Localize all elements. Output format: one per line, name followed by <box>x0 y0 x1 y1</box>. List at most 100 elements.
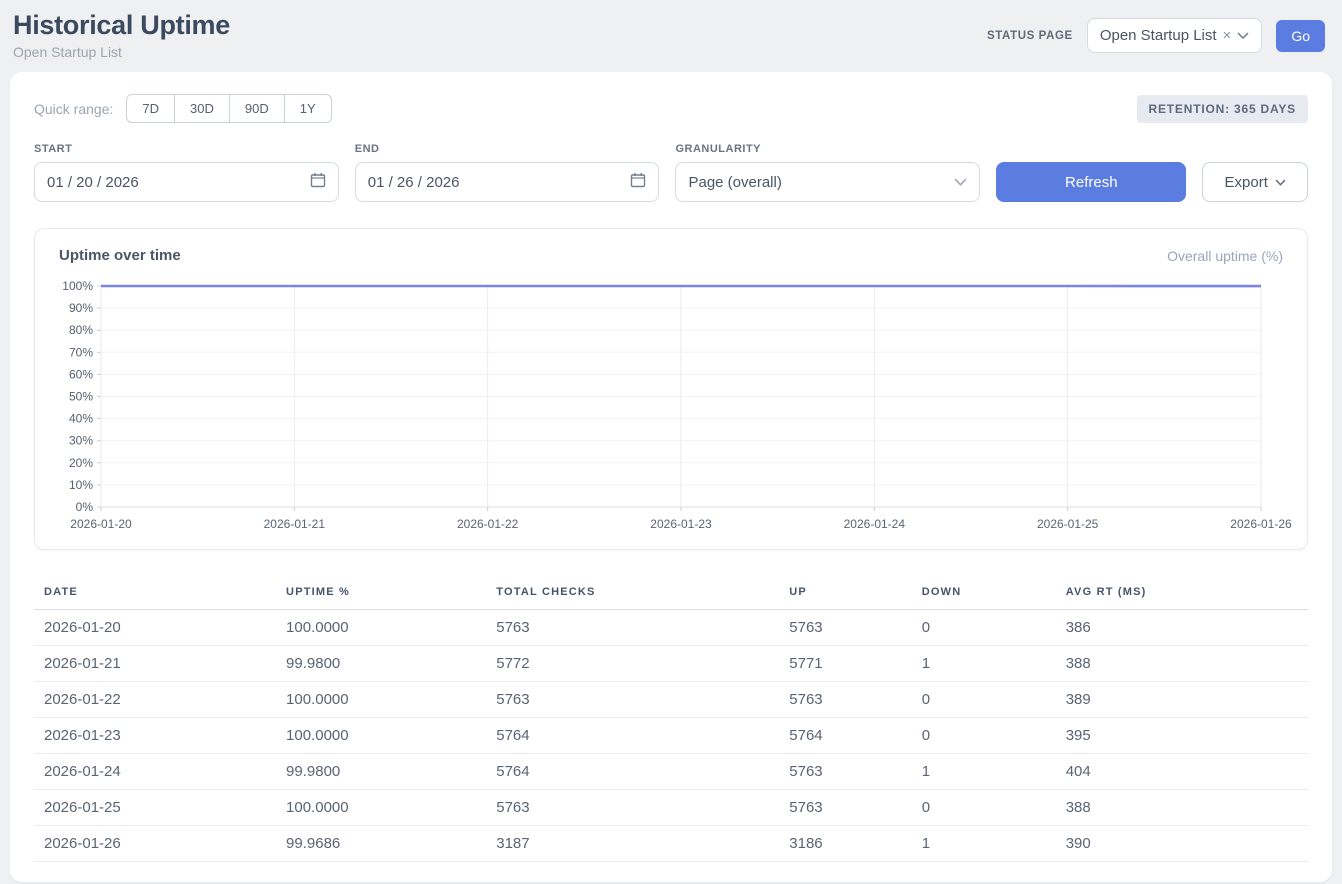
table-cell: 2026-01-24 <box>34 754 276 790</box>
svg-text:2026-01-21: 2026-01-21 <box>264 517 326 531</box>
end-field-group: END 01 / 26 / 2026 <box>355 143 660 202</box>
header-controls: STATUS PAGE Open Startup List × Go <box>987 18 1325 53</box>
chart-title: Uptime over time <box>59 247 181 264</box>
table-cell: 2026-01-22 <box>34 682 276 718</box>
calendar-icon[interactable] <box>310 172 326 192</box>
refresh-button[interactable]: Refresh <box>996 162 1186 202</box>
column-header: TOTAL CHECKS <box>486 576 779 610</box>
svg-text:30%: 30% <box>69 434 93 448</box>
table-cell: 1 <box>912 646 1056 682</box>
svg-text:90%: 90% <box>69 301 93 315</box>
svg-text:2026-01-24: 2026-01-24 <box>844 517 906 531</box>
chart-header: Uptime over time Overall uptime (%) <box>35 247 1307 264</box>
table-cell: 389 <box>1056 682 1308 718</box>
start-date-value: 01 / 20 / 2026 <box>47 174 139 191</box>
table-cell: 100.0000 <box>276 790 486 826</box>
table-row: 2026-01-2499.9800576457631404 <box>34 754 1308 790</box>
quick-range-label: Quick range: <box>34 101 113 117</box>
granularity-select[interactable]: Page (overall) <box>675 162 980 202</box>
table-cell: 100.0000 <box>276 610 486 646</box>
svg-text:2026-01-22: 2026-01-22 <box>457 517 519 531</box>
table-row: 2026-01-2699.9686318731861390 <box>34 826 1308 862</box>
clear-icon[interactable]: × <box>1223 27 1232 44</box>
granularity-value: Page (overall) <box>688 174 781 191</box>
title-block: Historical Uptime Open Startup List <box>13 10 230 60</box>
page-subtitle: Open Startup List <box>13 44 230 60</box>
table-cell: 5763 <box>779 754 911 790</box>
table-cell: 5763 <box>486 682 779 718</box>
table-cell: 388 <box>1056 790 1308 826</box>
table-cell: 3187 <box>486 826 779 862</box>
export-button[interactable]: Export <box>1202 162 1308 202</box>
table-cell: 0 <box>912 610 1056 646</box>
table-cell: 99.9800 <box>276 754 486 790</box>
svg-text:2026-01-23: 2026-01-23 <box>650 517 712 531</box>
table-cell: 2026-01-20 <box>34 610 276 646</box>
end-label: END <box>355 143 660 155</box>
column-header: UP <box>779 576 911 610</box>
table-cell: 5763 <box>779 610 911 646</box>
table-cell: 0 <box>912 682 1056 718</box>
chart-area: 0%10%20%30%40%50%60%70%80%90%100%2026-01… <box>35 278 1307 539</box>
table-cell: 2026-01-23 <box>34 718 276 754</box>
svg-text:20%: 20% <box>69 456 93 470</box>
svg-text:80%: 80% <box>69 323 93 337</box>
table-header-row: DATEUPTIME %TOTAL CHECKSUPDOWNAVG RT (MS… <box>34 576 1308 610</box>
table-cell: 5763 <box>486 790 779 826</box>
status-page-label: STATUS PAGE <box>987 30 1073 42</box>
table-cell: 395 <box>1056 718 1308 754</box>
table-cell: 404 <box>1056 754 1308 790</box>
uptime-chart-card: Uptime over time Overall uptime (%) 0% 10… <box>34 228 1308 550</box>
table-cell: 100.0000 <box>276 718 486 754</box>
calendar-icon[interactable] <box>630 172 646 192</box>
svg-text:2026-01-25: 2026-01-25 <box>1037 517 1099 531</box>
status-page-select[interactable]: Open Startup List × <box>1087 18 1263 53</box>
page-title: Historical Uptime <box>13 10 230 41</box>
table-cell: 5763 <box>486 610 779 646</box>
column-header: UPTIME % <box>276 576 486 610</box>
table-row: 2026-01-2199.9800577257711388 <box>34 646 1308 682</box>
table-cell: 5764 <box>779 718 911 754</box>
column-header: DOWN <box>912 576 1056 610</box>
column-header: DATE <box>34 576 276 610</box>
svg-text:100%: 100% <box>62 279 93 293</box>
quick-range-30d[interactable]: 30D <box>174 94 230 123</box>
table-cell: 390 <box>1056 826 1308 862</box>
svg-text:60%: 60% <box>69 367 93 381</box>
table-cell: 2026-01-26 <box>34 826 276 862</box>
end-date-input[interactable]: 01 / 26 / 2026 <box>355 162 660 202</box>
quick-range-1y[interactable]: 1Y <box>284 94 332 123</box>
filter-row: START 01 / 20 / 2026 END 01 / 26 / 2026 … <box>34 143 1308 202</box>
table-cell: 5772 <box>486 646 779 682</box>
table-cell: 99.9686 <box>276 826 486 862</box>
table-row: 2026-01-22100.0000576357630389 <box>34 682 1308 718</box>
table-cell: 2026-01-21 <box>34 646 276 682</box>
svg-text:40%: 40% <box>69 412 93 426</box>
quick-range-90d[interactable]: 90D <box>229 94 285 123</box>
table-cell: 0 <box>912 790 1056 826</box>
table-cell: 1 <box>912 826 1056 862</box>
start-field-group: START 01 / 20 / 2026 <box>34 143 339 202</box>
table-row: 2026-01-23100.0000576457640395 <box>34 718 1308 754</box>
start-label: START <box>34 143 339 155</box>
quick-range-row: Quick range: 7D30D90D1Y RETENTION: 365 D… <box>34 94 1308 123</box>
go-button[interactable]: Go <box>1276 20 1325 52</box>
svg-text:2026-01-20: 2026-01-20 <box>70 517 132 531</box>
table-cell: 0 <box>912 718 1056 754</box>
chart-legend: Overall uptime (%) <box>1167 248 1283 264</box>
svg-text:50%: 50% <box>69 390 93 404</box>
quick-range-7d[interactable]: 7D <box>126 94 175 123</box>
svg-text:0%: 0% <box>76 500 94 514</box>
granularity-label: GRANULARITY <box>675 143 980 155</box>
table-cell: 5763 <box>779 790 911 826</box>
table-cell: 100.0000 <box>276 682 486 718</box>
end-date-value: 01 / 26 / 2026 <box>368 174 460 191</box>
uptime-chart: 0%10%20%30%40%50%60%70%80%90%100%2026-01… <box>43 278 1301 534</box>
table-cell: 2026-01-25 <box>34 790 276 826</box>
chevron-down-icon <box>954 174 967 191</box>
quick-range-group: 7D30D90D1Y <box>126 94 331 123</box>
uptime-table: DATEUPTIME %TOTAL CHECKSUPDOWNAVG RT (MS… <box>34 576 1308 862</box>
start-date-input[interactable]: 01 / 20 / 2026 <box>34 162 339 202</box>
table-cell: 5764 <box>486 718 779 754</box>
retention-badge: RETENTION: 365 DAYS <box>1137 95 1308 123</box>
